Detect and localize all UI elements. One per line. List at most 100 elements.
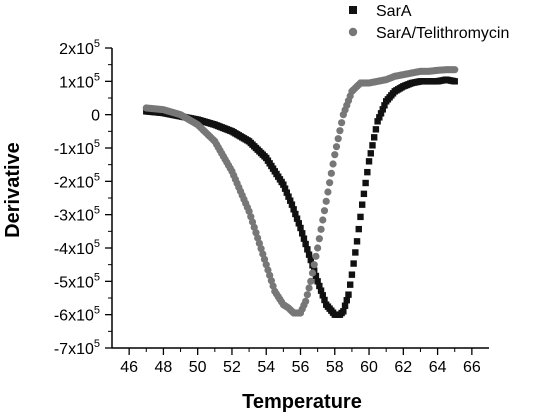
- data-point: [310, 261, 318, 269]
- data-point: [343, 297, 350, 304]
- legend-label: SarA: [376, 3, 412, 20]
- y-ticks: 2x105 1x105 0 -1x105 -2x105 -3x105 -4x105 -5x10…: [54, 38, 112, 358]
- data-point: [280, 181, 287, 188]
- x-tick-label: 66: [463, 359, 481, 376]
- data-point: [451, 66, 459, 74]
- data-point: [334, 135, 342, 143]
- data-point: [355, 225, 362, 233]
- data-point: [299, 230, 306, 237]
- data-point: [365, 158, 373, 165]
- data-point: [376, 114, 383, 121]
- data-point: [317, 225, 325, 233]
- data-point: [293, 215, 301, 222]
- x-tick-label: 48: [155, 359, 173, 376]
- x-tick-label: 58: [326, 359, 344, 376]
- data-point: [327, 169, 335, 177]
- x-tick-label: 60: [360, 359, 378, 376]
- data-point: [338, 119, 346, 127]
- data-point: [312, 272, 320, 280]
- legend-label: SarA/Telithromycin: [376, 25, 509, 42]
- data-point: [308, 269, 317, 277]
- data-point: [346, 281, 354, 288]
- data-point: [326, 179, 334, 187]
- data-point: [331, 151, 339, 159]
- data-point: [348, 271, 356, 278]
- data-point: [320, 207, 329, 215]
- legend-marker: [349, 6, 357, 14]
- data-point: [372, 126, 380, 133]
- data-point: [379, 106, 386, 113]
- y-axis-title: Derivative: [2, 142, 24, 238]
- data-point: [332, 143, 341, 151]
- data-point: [307, 277, 315, 285]
- data-point: [316, 282, 323, 290]
- x-tick-label: 50: [189, 359, 207, 376]
- data-point: [369, 142, 376, 149]
- legend-marker: [348, 27, 358, 37]
- data-point: [312, 252, 320, 260]
- data-point: [319, 292, 326, 299]
- legend: SarA SarA/Telithromycin: [348, 3, 509, 42]
- data-point: [317, 287, 325, 294]
- data-point: [314, 244, 322, 252]
- series-1: [142, 66, 459, 317]
- data-point: [324, 188, 332, 196]
- data-point: [367, 150, 374, 157]
- y-tick-label: -1x105: [54, 138, 100, 158]
- data-point: [350, 260, 357, 267]
- x-tick-label: 56: [292, 359, 310, 376]
- data-point: [300, 235, 308, 242]
- data-point: [319, 216, 327, 224]
- x-axis-title: Temperature: [242, 391, 362, 413]
- data-point: [288, 201, 296, 208]
- data-point: [322, 197, 330, 205]
- y-tick-label: -4x105: [54, 238, 100, 258]
- data-point: [374, 118, 381, 125]
- data-point: [321, 296, 328, 304]
- data-point: [302, 240, 309, 248]
- data-point: [370, 134, 378, 141]
- y-tick-label: -7x105: [54, 338, 100, 358]
- data-point: [329, 160, 337, 168]
- y-tick-label: -6x105: [54, 305, 100, 325]
- data-point: [292, 210, 299, 218]
- data-point: [315, 235, 323, 243]
- data-point: [305, 251, 313, 258]
- data-point: [307, 256, 314, 264]
- y-tick-label: -3x105: [54, 205, 100, 225]
- data-point: [295, 220, 302, 227]
- data-point: [362, 179, 369, 187]
- data-point: [303, 291, 311, 299]
- data-point: [357, 213, 364, 221]
- y-tick-label: -2x105: [54, 171, 100, 191]
- data-point: [283, 189, 290, 196]
- y-tick-label: 2x105: [59, 38, 100, 58]
- data-point: [340, 308, 347, 315]
- data-point: [353, 238, 361, 245]
- plot-marks: [142, 66, 459, 318]
- data-point: [360, 190, 368, 198]
- data-point: [451, 78, 458, 85]
- data-point: [336, 127, 344, 135]
- data-point: [305, 284, 313, 292]
- x-tick-label: 46: [120, 359, 138, 376]
- data-point: [364, 168, 371, 176]
- x-tick-label: 64: [429, 359, 447, 376]
- data-point: [314, 278, 321, 285]
- data-point: [341, 302, 349, 309]
- data-point: [302, 297, 310, 305]
- x-tick-label: 54: [257, 359, 275, 376]
- x-ticks: 46 48 50 52 54 56 58 60 62 64 66: [120, 348, 481, 376]
- data-point: [281, 185, 289, 192]
- data-point: [352, 249, 359, 256]
- data-point: [297, 224, 304, 232]
- data-point: [377, 110, 385, 117]
- data-point: [285, 193, 292, 200]
- data-point: [304, 246, 311, 253]
- x-tick-label: 52: [223, 359, 241, 376]
- data-point: [358, 201, 366, 208]
- data-point: [345, 291, 352, 298]
- x-tick-label: 62: [394, 359, 412, 376]
- series-0: [143, 76, 458, 318]
